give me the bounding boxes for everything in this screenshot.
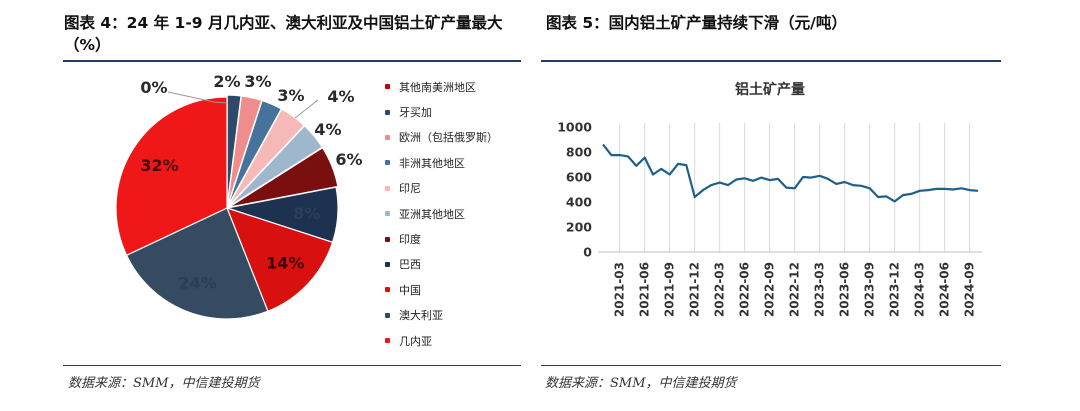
pie-leader-line bbox=[167, 91, 228, 104]
legend-swatch bbox=[385, 287, 390, 293]
y-tick-label: 200 bbox=[566, 220, 592, 235]
legend-item: 亚洲其他地区 bbox=[385, 201, 498, 226]
legend-item: 牙买加 bbox=[385, 99, 498, 124]
legend-label: 牙买加 bbox=[399, 106, 432, 120]
legend-label: 澳大利亚 bbox=[399, 309, 443, 323]
legend-item: 欧洲（包括俄罗斯） bbox=[385, 125, 498, 150]
x-tick-label: 2021-12 bbox=[688, 262, 702, 317]
right-source-note: 数据来源：SMM，中信建投期货 bbox=[545, 376, 737, 391]
pie-data-label: 8% bbox=[293, 204, 320, 223]
legend-label: 中国 bbox=[399, 283, 421, 297]
legend-swatch bbox=[385, 211, 390, 217]
x-tick-label: 2023-09 bbox=[863, 262, 877, 317]
pie-data-label: 3% bbox=[244, 72, 271, 91]
legend-swatch bbox=[385, 84, 390, 90]
legend-swatch bbox=[385, 134, 390, 140]
legend-label: 欧洲（包括俄罗斯） bbox=[399, 131, 498, 145]
pie-slice bbox=[125, 207, 269, 320]
legend-label: 非洲其他地区 bbox=[399, 156, 465, 170]
legend-label: 几内亚 bbox=[399, 334, 432, 348]
pie-slice bbox=[228, 124, 324, 208]
pie-slice bbox=[225, 207, 334, 312]
pie-data-label: 4% bbox=[327, 87, 354, 106]
pie-data-label: 2% bbox=[213, 72, 240, 91]
y-tick-label: 400 bbox=[566, 195, 592, 210]
x-tick-label: 2021-03 bbox=[613, 262, 627, 317]
legend-swatch bbox=[385, 185, 390, 191]
right-bottom-rule bbox=[541, 365, 1001, 366]
left-source-note: 数据来源：SMM，中信建投期货 bbox=[68, 376, 260, 391]
pie-data-label: 32% bbox=[140, 156, 178, 175]
legend-item: 其他南美洲地区 bbox=[385, 74, 498, 99]
legend-item: 非洲其他地区 bbox=[385, 150, 498, 175]
legend-label: 印尼 bbox=[399, 182, 421, 196]
legend-label: 亚洲其他地区 bbox=[399, 207, 465, 221]
x-tick-label: 2022-03 bbox=[713, 262, 727, 317]
legend-item: 印尼 bbox=[385, 176, 498, 201]
legend-item: 澳大利亚 bbox=[385, 303, 498, 328]
left-title-rule bbox=[63, 60, 521, 62]
pie-legend: 其他南美洲地区 牙买加欧洲（包括俄罗斯） 非洲其他地区 印尼亚洲其他地区 印度巴西中国澳… bbox=[385, 74, 498, 353]
x-tick-label: 2021-09 bbox=[663, 262, 677, 317]
left-figure-title: 图表 4：24 年 1-9 月几内亚、澳大利亚及中国铝土矿产量最大（%） bbox=[64, 14, 503, 54]
x-tick-label: 2023-12 bbox=[888, 262, 902, 317]
x-tick-label: 2022-06 bbox=[738, 262, 752, 317]
legend-item: 巴西 bbox=[385, 252, 498, 277]
legend-swatch bbox=[385, 312, 390, 318]
legend-swatch bbox=[385, 160, 390, 166]
legend-swatch bbox=[385, 338, 390, 344]
pie-chart: 0% 2% 3%3% 4%4%6%8%14%24%32% bbox=[115, 72, 363, 320]
pie-data-label: 6% bbox=[335, 150, 362, 169]
right-title-rule bbox=[541, 60, 1001, 62]
series-line bbox=[602, 143, 979, 203]
x-tick-label: 2021-06 bbox=[638, 262, 652, 317]
x-tick-label: 2022-09 bbox=[763, 262, 777, 317]
y-tick-label: 600 bbox=[566, 170, 592, 185]
y-tick-label: 1000 bbox=[557, 120, 592, 135]
pie-data-label: 0% bbox=[140, 78, 167, 97]
left-bottom-rule bbox=[63, 365, 521, 366]
x-tick-label: 2022-12 bbox=[788, 262, 802, 317]
pie-data-label: 4% bbox=[314, 120, 341, 139]
pie-slice bbox=[115, 96, 228, 257]
pie-data-label: 14% bbox=[266, 254, 304, 273]
x-tick-label: 2023-03 bbox=[813, 262, 827, 317]
legend-label: 印度 bbox=[399, 233, 421, 247]
pie-leader-line bbox=[294, 99, 319, 119]
legend-swatch bbox=[385, 261, 390, 267]
pie-data-label: 24% bbox=[178, 273, 216, 292]
legend-item: 印度 bbox=[385, 226, 498, 251]
pie-data-label: 3% bbox=[277, 86, 304, 105]
legend-label: 其他南美洲地区 bbox=[399, 80, 476, 94]
right-figure-title: 图表 5：国内铝土矿产量持续下滑（元/吨） bbox=[546, 14, 847, 32]
x-tick-label: 2024-03 bbox=[913, 262, 927, 317]
legend-swatch bbox=[385, 109, 390, 115]
line-chart-title: 铝土矿产量 bbox=[735, 81, 805, 98]
x-tick-label: 2024-09 bbox=[963, 262, 977, 317]
pie-slice bbox=[228, 146, 339, 208]
legend-swatch bbox=[385, 236, 390, 242]
legend-label: 巴西 bbox=[399, 258, 421, 272]
legend-item: 几内亚 bbox=[385, 328, 498, 353]
x-tick-label: 2024-06 bbox=[938, 262, 952, 317]
x-tick-label: 2023-06 bbox=[838, 262, 852, 317]
legend-item: 中国 bbox=[385, 277, 498, 302]
y-tick-label: 800 bbox=[566, 145, 592, 160]
y-tick-label: 0 bbox=[583, 245, 592, 260]
